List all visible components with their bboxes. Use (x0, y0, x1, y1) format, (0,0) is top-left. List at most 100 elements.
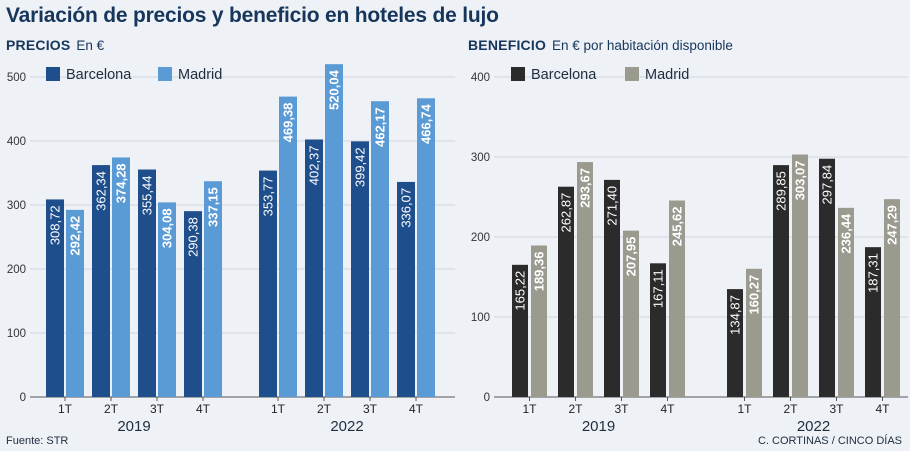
profit-heading: BENEFICIO (468, 37, 547, 53)
prices-x-tick-label: 1T (271, 402, 286, 416)
prices-bar-madrid (417, 98, 435, 397)
prices-bar-barcelona (351, 141, 369, 397)
prices-bar-value-label: 336,07 (399, 188, 414, 228)
prices-bar-barcelona (305, 139, 323, 397)
profit-x-tick-label: 1T (522, 402, 537, 416)
profit-bar-value-label: 207,95 (624, 237, 639, 277)
prices-bar-barcelona (184, 211, 202, 397)
prices-legend-swatch-barcelona (46, 67, 60, 81)
profit-bar-value-label: 245,62 (670, 207, 685, 247)
profit-bar-value-label: 189,36 (532, 252, 547, 292)
profit-bar-madrid (746, 268, 762, 397)
prices-bar-value-label: 308,72 (48, 205, 63, 245)
profit-bar-value-label: 187,31 (866, 253, 881, 293)
profit-bar-value-label: 247,29 (885, 205, 900, 245)
prices-bar-barcelona (92, 165, 110, 397)
prices-bar-madrid (204, 181, 222, 397)
prices-y-tick-label: 400 (7, 136, 26, 148)
prices-bar-value-label: 469,38 (281, 103, 296, 143)
profit-bar-value-label: 236,44 (839, 213, 854, 254)
profit-bar-value-label: 303,07 (793, 161, 808, 201)
profit-bar-madrid (838, 207, 854, 397)
prices-legend-label-madrid: Madrid (178, 67, 222, 83)
profit-year-label: 2019 (582, 418, 615, 435)
profit-y-tick-label: 400 (471, 72, 490, 84)
profit-bar-value-label: 293,67 (578, 168, 593, 208)
profit-unit: En € por habitación disponible (552, 38, 733, 53)
profit-bar-madrid (792, 154, 808, 397)
prices-y-tick-label: 0 (20, 392, 26, 404)
profit-x-tick-label: 4T (875, 402, 890, 416)
profit-bar-barcelona (819, 158, 835, 397)
profit-bar-madrid (884, 199, 900, 397)
profit-bar-madrid (531, 245, 547, 397)
profit-bar-value-label: 160,27 (747, 275, 762, 315)
prices-x-tick-label: 4T (196, 402, 211, 416)
prices-chart: 0 100 200 300 400 500 Barcelona Madrid 308,72 292… (7, 64, 455, 435)
profit-bar-value-label: 134,87 (728, 295, 743, 335)
prices-bar-value-label: 399,42 (353, 147, 368, 187)
profit-legend-swatch-madrid (625, 67, 639, 81)
prices-bar-value-label: 362,34 (94, 171, 109, 211)
profit-bar-value-label: 165,22 (513, 271, 528, 311)
profit-bar-value-label: 289,85 (774, 171, 789, 211)
prices-x-tick-label: 3T (363, 402, 378, 416)
prices-x-tick-label: 2T (317, 402, 332, 416)
prices-bar-value-label: 337,15 (206, 187, 221, 227)
profit-bar-barcelona (558, 186, 574, 397)
prices-year-label: 2022 (330, 418, 363, 435)
prices-y-tick-label: 200 (7, 264, 26, 276)
profit-bar-madrid (623, 230, 639, 397)
profit-bar-value-label: 297,84 (820, 165, 835, 205)
prices-bar-madrid (325, 64, 343, 397)
profit-subheading: BENEFICIO En € por habitación disponible (468, 37, 733, 53)
profit-legend-swatch-barcelona (511, 67, 525, 81)
prices-bar-value-label: 466,74 (419, 104, 434, 145)
profit-y-tick-label: 200 (471, 232, 490, 244)
prices-heading: PRECIOS (6, 37, 71, 53)
prices-bar-value-label: 402,37 (307, 145, 322, 185)
prices-y-tick-label: 100 (7, 328, 26, 340)
prices-bar-value-label: 520,04 (327, 69, 342, 110)
profit-y-tick-label: 100 (471, 312, 490, 324)
prices-bar-madrid (112, 157, 130, 397)
prices-year-label: 2019 (117, 418, 150, 435)
profit-x-tick-label: 1T (737, 402, 752, 416)
profit-bar-value-label: 271,40 (605, 186, 620, 226)
profit-bar-madrid (577, 162, 593, 397)
prices-bar-value-label: 353,77 (261, 177, 276, 217)
profit-x-tick-label: 2T (783, 402, 798, 416)
prices-unit: En € (76, 38, 105, 53)
chart-title: Variación de precios y beneficio en hote… (6, 4, 499, 27)
credit-note: C. CORTINAS / CINCO DÍAS (757, 435, 902, 447)
prices-bar-madrid (371, 101, 389, 398)
prices-bar-value-label: 462,17 (373, 107, 388, 147)
profit-x-tick-label: 3T (614, 402, 629, 416)
prices-x-tick-label: 3T (150, 402, 165, 416)
prices-subheading: PRECIOS En € (6, 37, 104, 53)
profit-y-tick-label: 0 (484, 392, 490, 404)
prices-bar-barcelona (259, 170, 277, 397)
profit-bar-barcelona (727, 289, 743, 397)
prices-legend-swatch-madrid (158, 67, 172, 81)
profit-x-tick-label: 3T (829, 402, 844, 416)
profit-bar-value-label: 262,87 (559, 193, 574, 233)
profit-x-tick-label: 2T (568, 402, 583, 416)
prices-bar-barcelona (46, 199, 64, 397)
prices-bar-value-label: 292,42 (68, 216, 83, 256)
profit-bar-barcelona (773, 165, 789, 397)
profit-y-tick-label: 300 (471, 152, 490, 164)
profit-year-label: 2022 (797, 418, 830, 435)
prices-bar-madrid (66, 209, 84, 397)
prices-bar-madrid (279, 96, 297, 397)
profit-legend-label-madrid: Madrid (645, 67, 689, 83)
prices-bar-madrid (158, 202, 176, 397)
prices-x-tick-label: 2T (104, 402, 119, 416)
source-note: Fuente: STR (6, 435, 69, 447)
prices-x-tick-label: 4T (409, 402, 424, 416)
profit-bar-barcelona (512, 264, 528, 397)
prices-bar-value-label: 290,38 (186, 217, 201, 257)
profit-bar-barcelona (604, 179, 620, 397)
profit-legend-label-barcelona: Barcelona (531, 67, 597, 83)
